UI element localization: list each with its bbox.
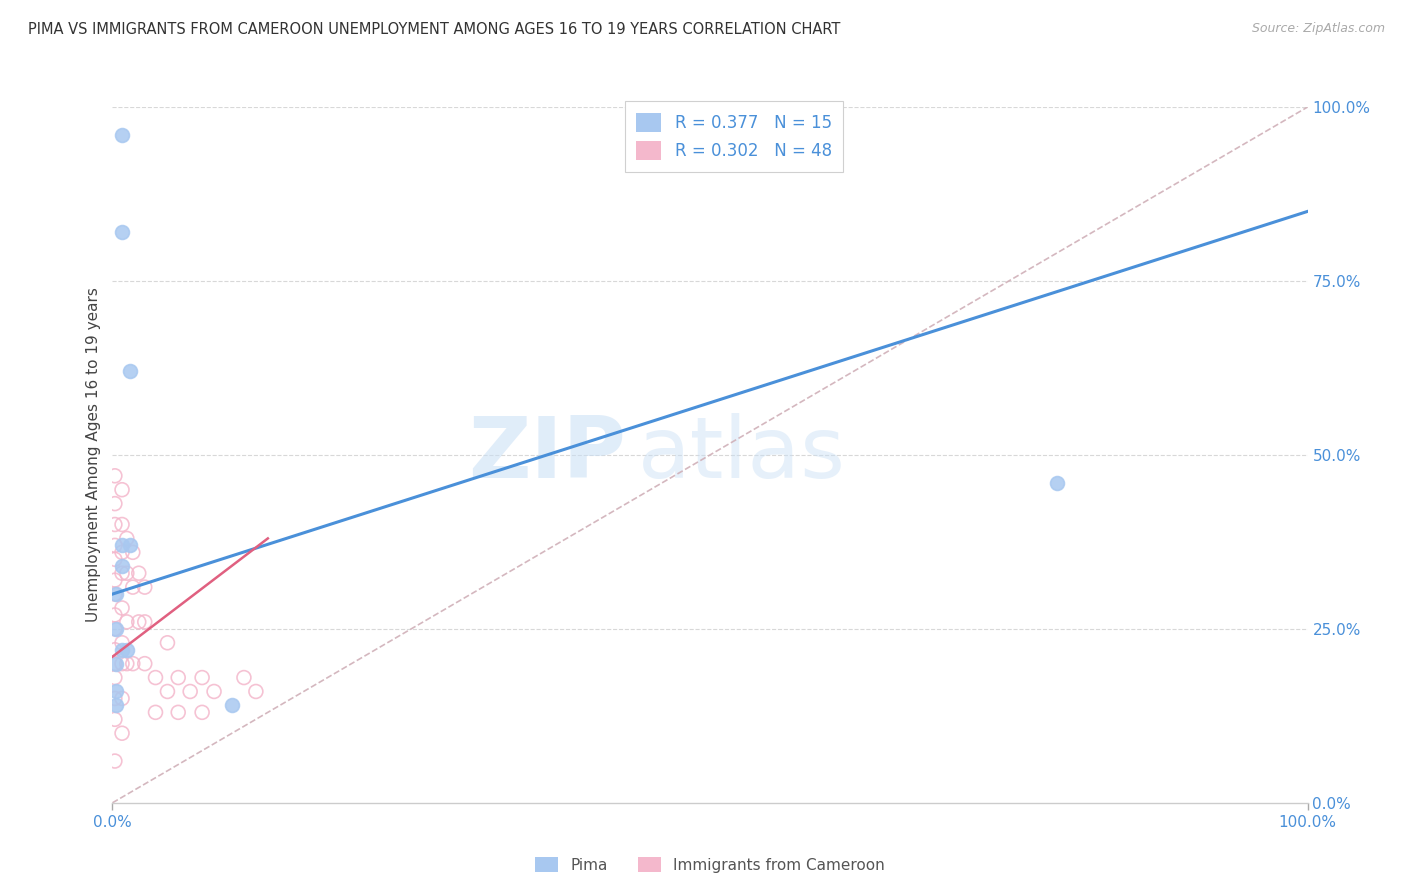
Point: [104, 587, 127, 601]
Point: [232, 671, 256, 685]
Point: [111, 566, 134, 581]
Point: [105, 587, 128, 601]
Point: [121, 657, 143, 671]
Point: [111, 538, 134, 552]
Point: [120, 364, 142, 378]
Point: [134, 580, 156, 594]
Point: [104, 622, 127, 636]
Point: [167, 671, 190, 685]
Point: [134, 615, 156, 629]
Point: [111, 545, 134, 559]
Point: [121, 545, 143, 559]
Point: [111, 225, 134, 239]
Point: [145, 706, 167, 720]
Point: [156, 684, 179, 698]
Point: [104, 657, 127, 671]
Point: [1045, 475, 1069, 490]
Point: [179, 684, 201, 698]
Point: [104, 538, 127, 552]
Point: [105, 622, 128, 636]
Point: [104, 712, 127, 726]
Point: [115, 642, 138, 657]
Point: [104, 497, 127, 511]
Point: [115, 566, 138, 581]
Point: [104, 607, 127, 622]
Point: [145, 671, 167, 685]
Point: [156, 636, 179, 650]
Point: [202, 684, 225, 698]
Point: [134, 657, 156, 671]
Point: [105, 684, 128, 698]
Text: PIMA VS IMMIGRANTS FROM CAMEROON UNEMPLOYMENT AMONG AGES 16 TO 19 YEARS CORRELAT: PIMA VS IMMIGRANTS FROM CAMEROON UNEMPLO…: [28, 22, 841, 37]
Point: [104, 691, 127, 706]
Point: [111, 517, 134, 532]
Point: [167, 706, 190, 720]
Point: [191, 706, 214, 720]
Point: [111, 559, 134, 574]
Point: [111, 726, 134, 740]
Point: [111, 483, 134, 497]
Text: atlas: atlas: [638, 413, 846, 497]
Point: [104, 552, 127, 566]
Point: [115, 532, 138, 546]
Point: [104, 642, 127, 657]
Point: [104, 517, 127, 532]
Point: [111, 128, 134, 142]
Legend: Pima, Immigrants from Cameroon: Pima, Immigrants from Cameroon: [529, 850, 891, 879]
Point: [120, 538, 142, 552]
Point: [111, 657, 134, 671]
Point: [245, 684, 267, 698]
Point: [115, 615, 138, 629]
Point: [104, 573, 127, 587]
Point: [121, 580, 143, 594]
Point: [104, 754, 127, 768]
Text: Source: ZipAtlas.com: Source: ZipAtlas.com: [1251, 22, 1385, 36]
Point: [191, 671, 214, 685]
Point: [115, 657, 138, 671]
Y-axis label: Unemployment Among Ages 16 to 19 years: Unemployment Among Ages 16 to 19 years: [86, 287, 101, 623]
Point: [105, 698, 128, 713]
Point: [128, 566, 150, 581]
Point: [128, 615, 150, 629]
Point: [111, 642, 134, 657]
Point: [104, 468, 127, 483]
Point: [221, 698, 243, 713]
Point: [104, 671, 127, 685]
Point: [111, 691, 134, 706]
Point: [111, 636, 134, 650]
Point: [105, 657, 128, 671]
Text: ZIP: ZIP: [468, 413, 626, 497]
Point: [111, 601, 134, 615]
